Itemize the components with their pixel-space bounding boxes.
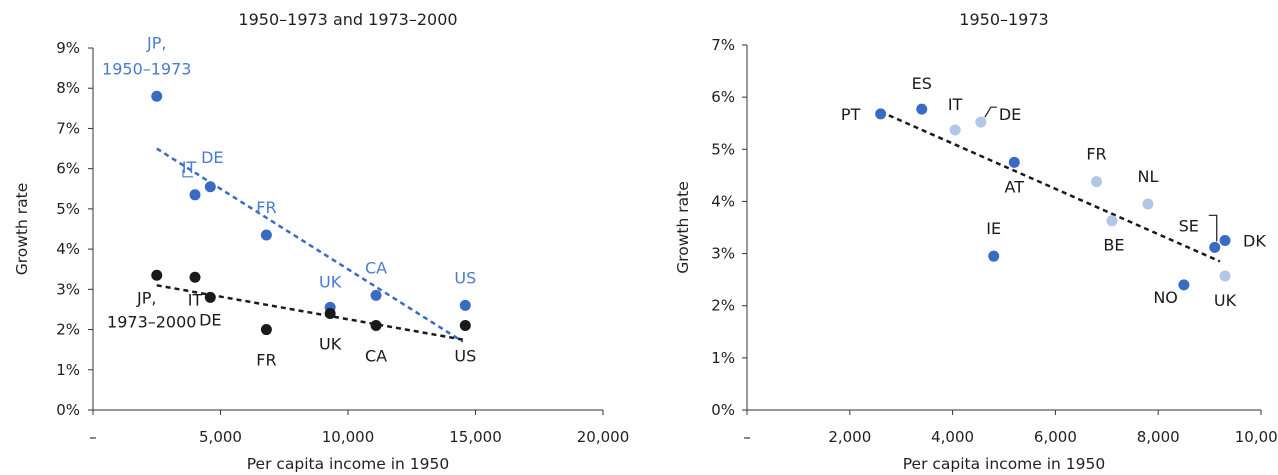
- point-label-jp-1950-1973: JP, 1950–1973: [102, 33, 191, 78]
- point-no: [1178, 279, 1190, 291]
- point-label-ca: CA: [365, 258, 387, 277]
- point-label-se: SE: [1179, 216, 1199, 235]
- x-tick-label: –: [743, 428, 751, 446]
- point-es: [916, 103, 928, 115]
- point-label-us: US: [454, 268, 476, 287]
- chart-1-y-axis-label: Growth rate: [13, 183, 31, 276]
- point-de: [975, 116, 987, 128]
- point-label-pt: PT: [841, 105, 861, 124]
- trendline: [880, 110, 1221, 263]
- point-label-es: ES: [912, 74, 932, 93]
- chart-1-x-axis-label: Per capita income in 1950: [247, 455, 450, 473]
- point-label-uk: UK: [1214, 291, 1237, 310]
- chart-2-title: 1950–1973: [959, 10, 1048, 29]
- point-label-ie: IE: [986, 219, 1001, 238]
- point-dk: [1219, 235, 1231, 247]
- y-tick-label: 2%: [711, 297, 735, 315]
- y-tick-label: 3%: [711, 245, 735, 263]
- point-it-1950-1973: [189, 189, 201, 201]
- point-at: [1008, 156, 1020, 168]
- y-tick-label: 0%: [711, 401, 735, 419]
- trendline-1973-2000: [156, 284, 463, 341]
- x-tick-label: 20,000: [577, 428, 630, 446]
- y-tick-label: 8%: [56, 79, 80, 97]
- point-label-de: DE: [201, 148, 223, 167]
- x-tick-label: 10,000: [322, 428, 375, 446]
- point-label-jp-1973-2000: JP, 1973–2000: [107, 288, 196, 331]
- x-tick-label: 15,000: [449, 428, 502, 446]
- point-label-it: IT: [188, 290, 203, 309]
- x-tick-label: 6,000: [1034, 428, 1077, 446]
- point-ca-1950-1973: [370, 289, 382, 301]
- point-fr-1950-1973: [260, 229, 272, 241]
- y-tick-label: 1%: [56, 361, 80, 379]
- x-tick-label: 10,000: [1235, 428, 1278, 446]
- point-de-1950-1973: [204, 181, 216, 193]
- point-jp-1973-2000-1973-2000: [151, 269, 163, 281]
- point-label-at: AT: [1005, 177, 1025, 196]
- chart-2-y-axis-label: Growth rate: [674, 181, 692, 274]
- x-tick-label: 8,000: [1137, 428, 1180, 446]
- point-label-fr: FR: [1086, 145, 1106, 164]
- it-label-leader: [182, 169, 193, 178]
- point-pt: [875, 108, 887, 120]
- point-label-uk: UK: [319, 334, 342, 353]
- point-label-dk: DK: [1243, 232, 1266, 251]
- point-de-1973-2000: [204, 291, 216, 303]
- point-label-de: DE: [999, 105, 1021, 124]
- point-jp-1950-1973-1950-1973: [151, 90, 163, 102]
- point-label-uk: UK: [319, 272, 342, 291]
- y-tick-label: 4%: [711, 192, 735, 210]
- point-label-no: NO: [1153, 288, 1178, 307]
- point-uk: [1219, 270, 1231, 282]
- y-tick-label: 7%: [711, 36, 735, 54]
- point-label-nl: NL: [1137, 167, 1158, 186]
- y-tick-label: 7%: [56, 119, 80, 137]
- trendline-1950-1973: [156, 147, 464, 343]
- x-tick-label: –: [89, 428, 97, 446]
- y-tick-label: 9%: [56, 39, 80, 57]
- de-label-leader: [984, 106, 997, 118]
- y-tick-label: 3%: [56, 280, 80, 298]
- point-ca-1973-2000: [370, 320, 382, 332]
- chart-1-title: 1950–1973 and 1973–2000: [238, 10, 457, 29]
- point-be: [1106, 215, 1118, 227]
- y-tick-label: 6%: [711, 88, 735, 106]
- point-fr: [1091, 176, 1103, 188]
- point-it: [949, 124, 961, 136]
- point-label-it: IT: [948, 95, 963, 114]
- chart-2-plot-area: PT ES IT DE AT IE FR BE NL SE DK UK NO: [841, 74, 1266, 310]
- point-uk-1973-2000: [324, 307, 336, 319]
- point-it-1973-2000: [189, 271, 201, 283]
- point-label-de: DE: [199, 310, 221, 329]
- y-tick-label: 1%: [711, 349, 735, 367]
- chart-1-axes: 0% 1% 2% 3% 4% 5% 6% 7% 8% 9% – 5,000 10,000 15,000 20…: [56, 39, 629, 446]
- point-label-be: BE: [1103, 236, 1124, 255]
- point-us-1950-1973: [459, 299, 471, 311]
- point-label-ca: CA: [365, 347, 387, 366]
- y-tick-label: 5%: [711, 140, 735, 158]
- y-tick-label: 2%: [56, 321, 80, 339]
- x-tick-label: 4,000: [931, 428, 974, 446]
- point-label-fr: FR: [256, 198, 276, 217]
- y-tick-label: 6%: [56, 160, 80, 178]
- x-tick-label: 5,000: [199, 428, 242, 446]
- point-ie: [988, 250, 1000, 262]
- point-se: [1209, 241, 1221, 253]
- chart-2-x-axis-label: Per capita income in 1950: [903, 455, 1106, 473]
- y-tick-label: 0%: [56, 401, 80, 419]
- point-label-fr: FR: [256, 351, 276, 370]
- point-label-us: US: [454, 347, 476, 366]
- y-tick-label: 4%: [56, 240, 80, 258]
- x-tick-label: 2,000: [828, 428, 871, 446]
- point-nl: [1142, 198, 1154, 210]
- point-fr-1973-2000: [260, 324, 272, 336]
- point-label-it: IT: [182, 158, 197, 177]
- se-label-leader: [1208, 214, 1218, 242]
- point-us-1973-2000: [459, 320, 471, 332]
- y-tick-label: 5%: [56, 200, 80, 218]
- chart-2-axes: 0% 1% 2% 3% 4% 5% 6% 7% – 2,000 4,000 6,000 8,000 10,…: [711, 36, 1278, 446]
